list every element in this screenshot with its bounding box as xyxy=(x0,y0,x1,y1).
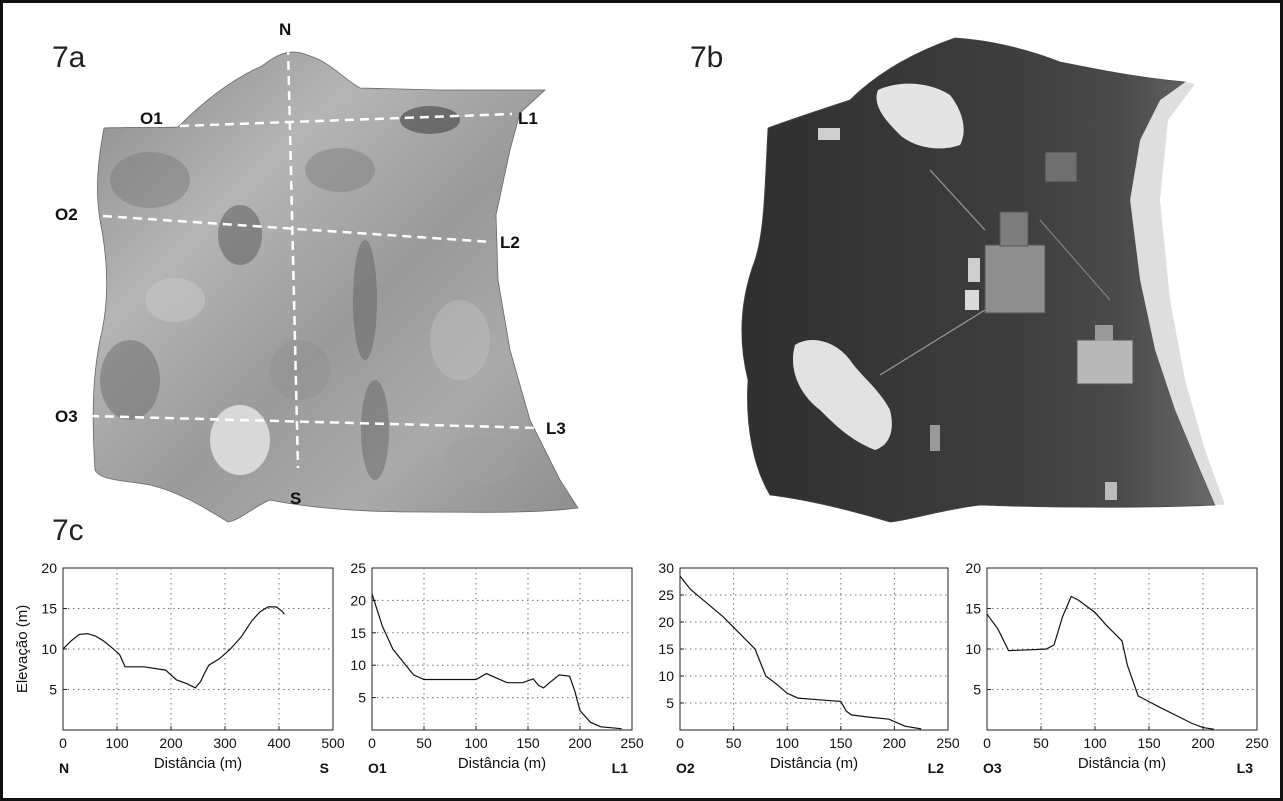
profile-start-label: O2 xyxy=(676,760,695,776)
x-tick-label: 150 xyxy=(516,735,540,751)
y-tick-label: 20 xyxy=(350,592,366,608)
y-tick-label: 5 xyxy=(49,682,57,698)
x-tick-label: 200 xyxy=(883,735,907,751)
x-tick-label: 150 xyxy=(1137,735,1161,751)
x-tick-label: 0 xyxy=(59,735,67,751)
profile-chart-3: 0 50 100 150 200 250 5 10 15 20 25 30 Distância (m) O… xyxy=(658,560,959,776)
y-tick-label: 20 xyxy=(41,560,57,576)
map-point-label: L3 xyxy=(546,419,566,438)
y-tick-label: 10 xyxy=(41,641,57,657)
y-tick-label: 15 xyxy=(965,601,981,617)
plot-area xyxy=(371,567,633,731)
x-tick-label: 250 xyxy=(1245,735,1269,751)
profile-end-label: L2 xyxy=(928,760,945,776)
map-point-label: N xyxy=(279,20,291,39)
aerial-photo xyxy=(741,37,1225,523)
x-tick-label: 0 xyxy=(676,735,684,751)
transect-line-n-s xyxy=(286,45,300,469)
x-tick-label: 250 xyxy=(936,735,960,751)
y-tick-label: 10 xyxy=(350,657,366,673)
x-tick-label: 100 xyxy=(776,735,800,751)
y-tick-label: 5 xyxy=(973,682,981,698)
x-tick-label: 50 xyxy=(726,735,742,751)
x-axis-title: Distância (m) xyxy=(770,755,858,772)
x-tick-label: 0 xyxy=(983,735,991,751)
map-point-label: O2 xyxy=(55,205,78,224)
profile-start-label: O3 xyxy=(983,760,1002,776)
x-tick-label: 100 xyxy=(464,735,488,751)
x-tick-label: 50 xyxy=(1033,735,1049,751)
map-point-label: O1 xyxy=(140,109,163,128)
transect-line-o1-l1 xyxy=(179,112,513,128)
y-tick-label: 15 xyxy=(658,641,674,657)
x-tick-label: 250 xyxy=(620,735,644,751)
x-tick-label: 100 xyxy=(1083,735,1107,751)
profile-series-line xyxy=(986,595,1214,730)
x-tick-label: 50 xyxy=(416,735,432,751)
y-tick-label: 10 xyxy=(965,641,981,657)
y-tick-label: 10 xyxy=(658,668,674,684)
transect-line-o2-l2 xyxy=(102,214,493,244)
y-tick-label: 25 xyxy=(350,560,366,576)
y-tick-label: 20 xyxy=(965,560,981,576)
map-point-label: L1 xyxy=(518,109,538,128)
map-point-label: O3 xyxy=(55,407,78,426)
profile-series-line xyxy=(62,606,285,689)
profile-start-label: O1 xyxy=(368,760,387,776)
x-tick-label: 200 xyxy=(159,735,183,751)
profile-end-label: L3 xyxy=(1237,760,1254,776)
y-tick-label: 15 xyxy=(350,625,366,641)
profile-series-line xyxy=(371,593,622,730)
y-tick-label: 15 xyxy=(41,601,57,617)
panel-label-7c: 7c xyxy=(52,514,84,547)
y-tick-label: 25 xyxy=(658,587,674,603)
y-axis-title: Elevação (m) xyxy=(14,605,31,693)
x-axis-title: Distância (m) xyxy=(154,755,242,772)
x-tick-label: 300 xyxy=(213,735,237,751)
x-tick-label: 0 xyxy=(368,735,376,751)
profile-chart-2: 0 50 100 150 200 250 5 10 15 20 25 Distância (m) O1 L… xyxy=(350,560,643,776)
profile-chart-1: 0 100 200 300 400 500 5 10 15 20 Distância (m) Elev… xyxy=(14,560,345,776)
panel-label-7b: 7b xyxy=(690,41,723,74)
y-tick-label: 20 xyxy=(658,614,674,630)
plot-area xyxy=(679,567,949,731)
x-tick-label: 150 xyxy=(829,735,853,751)
x-tick-label: 500 xyxy=(321,735,345,751)
x-tick-label: 400 xyxy=(267,735,291,751)
transect-line-o3-l3 xyxy=(89,414,541,430)
y-tick-label: 30 xyxy=(658,560,674,576)
map-point-label: L2 xyxy=(500,233,520,252)
x-axis-title: Distância (m) xyxy=(458,755,546,772)
profile-start-label: N xyxy=(59,760,69,776)
y-tick-label: 5 xyxy=(358,690,366,706)
map-point-label: S xyxy=(290,489,301,508)
panel-label-7a: 7a xyxy=(52,41,86,74)
profile-end-label: S xyxy=(320,760,329,776)
x-tick-label: 100 xyxy=(105,735,129,751)
profile-chart-4: 0 50 100 150 200 250 5 10 15 20 Distância (m) O3 L3 xyxy=(965,560,1268,776)
dem-map: N S O1 L1 O2 L2 O3 L3 xyxy=(55,20,579,523)
x-tick-label: 200 xyxy=(568,735,592,751)
profile-end-label: L1 xyxy=(612,760,629,776)
y-tick-label: 5 xyxy=(666,695,674,711)
x-axis-title: Distância (m) xyxy=(1078,755,1166,772)
x-tick-label: 200 xyxy=(1191,735,1215,751)
profile-series-line xyxy=(679,575,922,730)
